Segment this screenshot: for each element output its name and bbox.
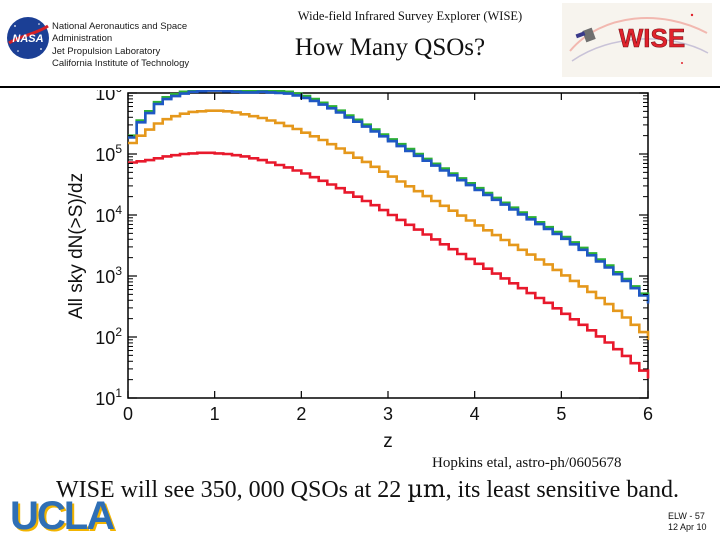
caption-unit: µm [407, 475, 446, 503]
x-axis-label: z [383, 431, 393, 452]
org-affiliation: National Aeronautics and Space Administr… [52, 21, 189, 71]
ucla-logo-text-shadow: UCLA [12, 496, 116, 536]
caption-text-end: , its least sensitive band. [445, 477, 679, 503]
caption-text-start: WISE will see 350, 000 QSOs at 22 [56, 477, 408, 503]
series-layer [128, 90, 650, 379]
org-line: National Aeronautics and Space [52, 21, 188, 32]
x-tick-label: 2 [296, 404, 306, 424]
mission-subtitle: Wide-field Infrared Survey Explorer (WIS… [297, 9, 523, 23]
x-tick-label: 3 [383, 404, 393, 424]
series-orange [128, 109, 650, 341]
series-green [128, 90, 650, 302]
nasa-logo-text: NASA [12, 33, 43, 45]
slide-footer: ELW - 57 12 Apr 10 [668, 511, 707, 533]
wise-logo: WISE [562, 3, 712, 77]
ucla-logo-text: UCLA [10, 494, 114, 536]
y-tick-label: 102 [95, 325, 122, 348]
x-tick-label: 5 [556, 404, 566, 424]
x-tick-label: 0 [123, 404, 133, 424]
y-axis-label: All sky dN(>S)/dz [66, 173, 87, 319]
org-line: California Institute of Technology [52, 58, 190, 70]
header-divider [0, 86, 720, 88]
slide-code: ELW - 57 [668, 511, 705, 521]
y-tick-label: 106 [95, 90, 122, 104]
caption: WISE will see 350, 000 QSOs at 22 µm, it… [56, 475, 679, 504]
nasa-logo: NASA [7, 17, 49, 59]
org-line: Administration [52, 33, 113, 45]
y-tick-label: 105 [95, 142, 122, 165]
slide-date: 12 Apr 10 [668, 522, 707, 532]
series-red [128, 151, 650, 379]
ucla-logo: UCLA UCLA [10, 494, 118, 536]
wise-logo-text: WISE [619, 23, 685, 53]
citation: Hopkins etal, astro-ph/0605678 [432, 455, 622, 471]
y-tick-label: 103 [95, 264, 122, 287]
slide-title: How Many QSOs? [294, 34, 486, 61]
x-tick-label: 1 [210, 404, 220, 424]
org-line: Jet Propulsion Laboratory [52, 45, 161, 57]
series-blue [128, 90, 650, 304]
qso-counts-chart: 0 1 2 3 4 5 6 101 102 103 104 105 106 z All sky dN(>… [66, 90, 653, 452]
x-tick-label: 6 [643, 404, 653, 424]
tick-layer: 0 1 2 3 4 5 6 101 102 103 104 105 106 [95, 90, 653, 424]
x-tick-label: 4 [470, 404, 480, 424]
y-tick-label: 101 [95, 386, 122, 409]
y-tick-label: 104 [95, 203, 122, 226]
